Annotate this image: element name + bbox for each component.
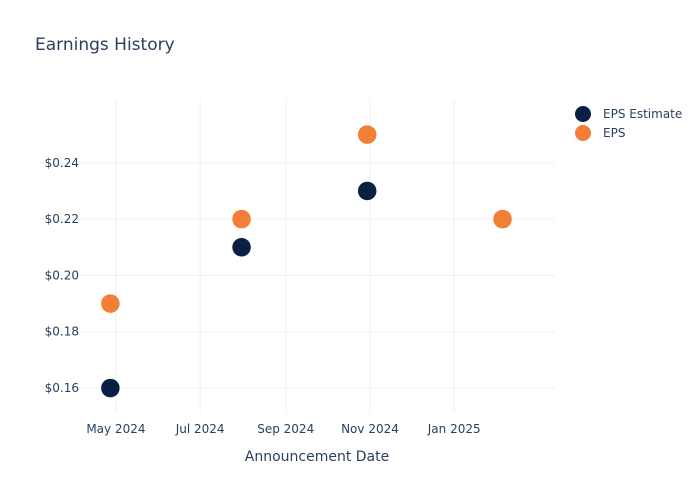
x-tick-label: Sep 2024 [257, 422, 314, 436]
y-tick-label: $0.20 [45, 268, 79, 282]
legend-label: EPS [603, 126, 625, 140]
y-axis-ticks: $0.16 $0.18 $0.20 $0.22 $0.24 [45, 156, 79, 395]
y-tick-label: $0.24 [45, 156, 79, 170]
x-axis-title: Announcement Date [245, 449, 389, 465]
x-tick-label: Jan 2025 [427, 422, 481, 436]
eps-estimate-point[interactable] [357, 181, 377, 201]
legend-marker [575, 106, 591, 122]
x-tick-label: Nov 2024 [341, 422, 399, 436]
eps-point[interactable] [357, 124, 377, 145]
legend-item-eps[interactable]: EPS [575, 125, 625, 141]
eps-estimate-point[interactable] [231, 237, 252, 258]
x-tick-label: May 2024 [86, 422, 145, 436]
legend-item-eps-estimate[interactable]: EPS Estimate [575, 106, 682, 122]
y-tick-label: $0.16 [45, 381, 79, 395]
legend-label: EPS Estimate [603, 107, 682, 121]
eps-point[interactable] [100, 293, 121, 314]
eps-point[interactable] [492, 209, 513, 229]
eps-point[interactable] [231, 209, 252, 229]
legend-marker [575, 125, 591, 141]
x-tick-label: Jul 2024 [175, 422, 225, 436]
eps-estimate-point[interactable] [100, 378, 121, 398]
x-axis-ticks: May 2024 Jul 2024 Sep 2024 Nov 2024 Jan 2025 [86, 422, 480, 436]
data-points [100, 124, 513, 398]
y-tick-label: $0.22 [45, 212, 79, 226]
y-tick-label: $0.18 [45, 325, 79, 339]
chart-title: Earnings History [35, 35, 175, 55]
grid [80, 100, 555, 412]
legend[interactable]: EPS Estimate EPS [575, 106, 682, 141]
